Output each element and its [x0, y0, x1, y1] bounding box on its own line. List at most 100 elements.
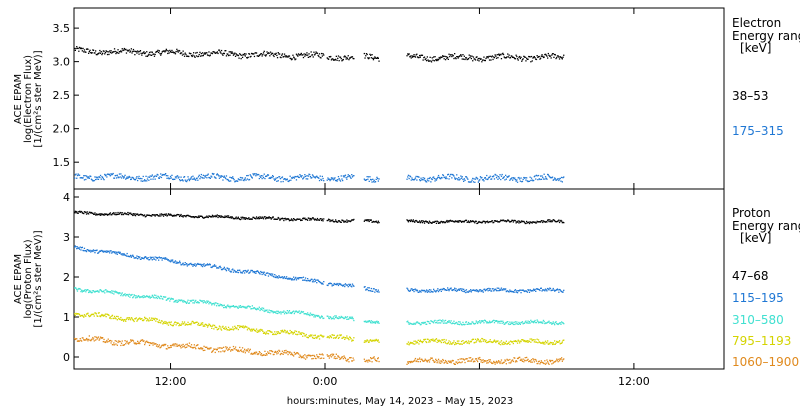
proton-point-series-1 [281, 217, 284, 219]
electron-point-series-1 [274, 53, 276, 55]
proton-point-series-4 [547, 343, 549, 345]
electron-point-series-2 [85, 178, 87, 181]
proton-point-series-4 [472, 338, 474, 340]
proton-point-series-2 [150, 258, 152, 260]
proton-point-series-3 [258, 308, 260, 310]
electron-point-series-2 [134, 179, 137, 181]
proton-point-series-3 [253, 307, 256, 309]
electron-point-series-2 [370, 179, 372, 181]
electron-point-series-1 [292, 54, 294, 56]
proton-point-series-5 [539, 363, 541, 365]
electron-point-series-1 [342, 59, 344, 61]
proton-point-series-1 [552, 219, 554, 221]
proton-point-series-1 [560, 219, 562, 222]
proton-point-series-2 [283, 276, 285, 279]
proton-point-series-4 [337, 337, 340, 339]
proton-point-series-2 [87, 249, 89, 251]
proton-point-series-4 [349, 337, 351, 339]
proton-point-series-3 [440, 320, 442, 322]
electron-point-series-1 [119, 51, 121, 53]
proton-point-series-1 [106, 214, 109, 216]
electron-point-series-1 [154, 53, 156, 56]
electron-point-series-2 [298, 176, 300, 179]
proton-point-series-2 [89, 249, 91, 251]
proton-point-series-2 [553, 289, 555, 291]
proton-point-series-1 [168, 213, 170, 215]
proton-point-series-4 [274, 333, 277, 335]
proton-point-series-5 [129, 341, 131, 343]
electron-point-series-2 [244, 177, 246, 179]
proton-point-series-2 [118, 252, 121, 254]
electron-point-series-1 [476, 56, 478, 58]
proton-point-series-5 [172, 343, 174, 345]
proton-point-series-4 [212, 324, 214, 326]
proton-point-series-3 [297, 311, 299, 314]
proton-point-series-5 [230, 350, 232, 352]
proton-point-series-3 [80, 290, 82, 293]
proton-point-series-3 [368, 320, 370, 322]
electron-point-series-2 [78, 174, 81, 176]
proton-point-series-4 [344, 337, 347, 339]
proton-point-series-1 [206, 216, 209, 218]
proton-point-series-3 [202, 300, 204, 302]
proton-point-series-3 [172, 298, 174, 300]
electron-point-series-1 [223, 52, 225, 55]
proton-point-series-5 [242, 351, 244, 353]
proton-point-series-3 [237, 307, 239, 309]
proton-point-series-3 [377, 321, 379, 323]
proton-point-series-4 [444, 342, 447, 344]
proton-point-series-2 [411, 288, 413, 290]
proton-point-series-5 [173, 345, 175, 347]
proton-point-series-4 [153, 318, 155, 320]
proton-point-series-4 [314, 334, 316, 336]
proton-point-series-3 [183, 301, 186, 303]
proton-point-series-5 [493, 360, 495, 363]
proton-point-series-1 [159, 213, 161, 215]
electron-point-series-2 [81, 177, 83, 179]
proton-point-series-4 [537, 339, 540, 341]
electron-point-series-1 [241, 54, 243, 56]
electron-point-series-2 [300, 175, 302, 177]
electron-point-series-2 [495, 177, 498, 179]
electron-point-series-1 [116, 51, 118, 53]
proton-point-series-3 [502, 322, 505, 324]
electron-point-series-1 [363, 52, 365, 55]
electron-point-series-1 [517, 59, 519, 61]
electron-point-series-2 [335, 179, 337, 182]
proton-point-series-5 [94, 336, 96, 338]
electron-point-series-1 [523, 56, 526, 58]
electron-point-series-2 [437, 176, 439, 178]
proton-point-series-5 [169, 344, 172, 347]
electron-point-series-2 [523, 176, 525, 179]
proton-point-series-2 [465, 291, 467, 294]
proton-point-series-4 [211, 327, 213, 329]
electron-point-series-2 [367, 178, 369, 180]
proton-point-series-2 [111, 252, 113, 254]
electron-point-series-1 [151, 54, 153, 56]
proton-point-series-5 [455, 361, 457, 363]
electron-point-series-1 [220, 49, 223, 52]
proton-point-series-1 [252, 216, 254, 218]
proton-point-series-3 [224, 306, 226, 309]
electron-point-series-1 [76, 47, 79, 49]
electron-point-series-1 [526, 57, 528, 59]
proton-point-series-4 [78, 313, 80, 315]
electron-point-series-1 [186, 55, 188, 57]
proton-point-series-4 [268, 330, 270, 332]
proton-point-series-4 [556, 341, 559, 343]
electron-point-series-1 [206, 52, 208, 54]
proton-point-series-3 [189, 299, 191, 302]
proton-point-series-2 [533, 289, 535, 291]
proton-point-series-3 [283, 310, 285, 312]
electron-point-series-1 [411, 55, 413, 57]
electron-point-series-2 [407, 176, 409, 178]
proton-point-series-2 [544, 288, 547, 290]
proton-point-series-3 [155, 296, 158, 298]
electron-point-series-1 [269, 55, 271, 57]
proton-point-series-1 [364, 219, 366, 221]
proton-point-series-4 [136, 320, 138, 322]
proton-point-series-1 [204, 216, 207, 218]
proton-point-series-4 [76, 313, 79, 315]
electron-point-series-1 [509, 57, 512, 59]
